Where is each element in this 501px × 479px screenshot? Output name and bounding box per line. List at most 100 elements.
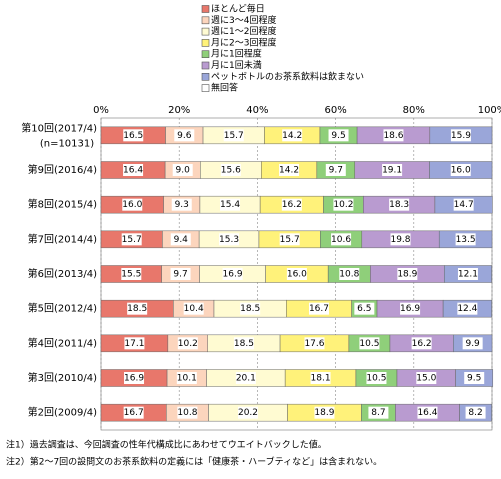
data-label: 10.5 [359,339,379,349]
x-tick-label: 100% [478,105,501,116]
data-label: 10.2 [178,339,198,349]
label-box [170,268,191,280]
legend-label: 週に1～2回程度 [211,25,276,37]
data-label: 15.7 [224,131,244,141]
label-box [416,372,437,384]
data-label: 10.8 [339,270,359,280]
data-label: 13.5 [456,235,476,245]
data-label: 15.5 [121,270,141,280]
label-box [176,372,197,384]
data-label: 15.7 [122,235,142,245]
y-tick-label: 第7回(2014/4) [28,232,97,245]
data-label: 8.7 [371,408,385,418]
label-box [233,337,254,350]
data-label: 16.9 [223,270,243,280]
label-box [174,129,195,142]
data-label: 14.2 [279,166,299,176]
label-box [464,372,485,384]
label-box [331,233,352,246]
label-box [170,233,191,246]
data-label: 9.7 [329,166,343,176]
category-note: (n=10131) [40,138,94,149]
label-box [122,198,143,211]
data-label: 10.5 [366,374,386,384]
label-box [222,268,243,280]
label-box [465,406,486,419]
label-box [450,129,471,142]
data-label: 20.1 [236,374,256,384]
label-box [240,302,261,315]
label-box [223,129,244,142]
y-tick-label: 第5回(2012/4) [28,302,97,315]
data-label: 18.6 [383,131,403,141]
legend-swatch [201,61,210,70]
label-box [450,164,471,176]
data-label: 15.3 [219,235,239,245]
label-box [304,337,325,350]
label-box [310,372,331,384]
data-label: 8.2 [468,408,482,418]
label-box [382,164,403,176]
legend-swatch [201,5,210,13]
data-label: 18.5 [234,339,254,349]
note: 注2）第2～7回の設問文のお茶系飲料の定義には「健康茶・ハーブティなど」は含まれ… [6,456,382,468]
data-label: 16.4 [417,408,437,418]
y-tick-label: 第3回(2010/4) [28,371,97,384]
data-label: 10.4 [184,304,204,314]
legend-swatch [201,84,210,92]
label-box [238,406,259,419]
data-label: 16.7 [124,408,144,418]
y-tick-label: 第6回(2013/4) [28,267,97,280]
label-box [121,268,142,280]
label-box [457,302,478,315]
label-box [171,198,192,211]
label-box [383,129,404,142]
data-label: 6.5 [357,304,371,314]
legend-label: 無回答 [211,82,238,94]
label-box [235,372,256,384]
label-box [124,372,145,384]
legend-swatch [201,39,210,47]
label-box [220,198,241,211]
label-box [400,302,421,315]
y-tick-label: 第4回(2011/4) [28,336,97,349]
label-box [219,233,240,246]
legend-label: ペットボトルのお茶系飲料は飲まない [211,70,364,82]
data-label: 16.5 [123,131,143,141]
data-label: 16.9 [124,374,144,384]
data-label: 15.9 [451,131,471,141]
data-label: 10.2 [333,200,353,210]
data-label: 9.3 [175,200,189,210]
label-box [281,198,302,211]
data-label: 18.3 [389,200,409,210]
x-tick-label: 80% [403,105,425,116]
data-label: 16.0 [451,166,471,176]
label-box [325,164,346,176]
data-label: 15.4 [220,200,240,210]
legend-label: 月に1回未満 [211,59,262,71]
data-label: 10.1 [177,374,197,384]
data-label: 16.2 [412,339,432,349]
x-tick-label: 40% [246,105,268,116]
label-box [177,337,198,350]
label-box [282,129,303,142]
data-label: 18.9 [314,408,334,418]
x-tick-label: 0% [93,105,109,116]
data-label: 15.6 [221,166,241,176]
data-label: 18.9 [397,270,417,280]
data-label: 18.5 [127,304,147,314]
y-tick-label: 第8回(2015/4) [28,198,97,211]
x-tick-label: 20% [168,105,190,116]
note: 注1）過去調査は、今回調査の性年代構成比にあわせてウエイトバックした値。 [6,439,327,451]
data-label: 18.5 [240,304,260,314]
data-label: 9.0 [176,166,191,176]
data-label: 9.4 [174,235,189,245]
legend-label: 週に3～4回程度 [211,14,276,26]
label-box [457,268,478,280]
data-label: 16.4 [123,166,143,176]
label-box [333,198,354,211]
data-label: 15.7 [280,235,300,245]
label-box [455,233,476,246]
label-box [453,198,474,211]
